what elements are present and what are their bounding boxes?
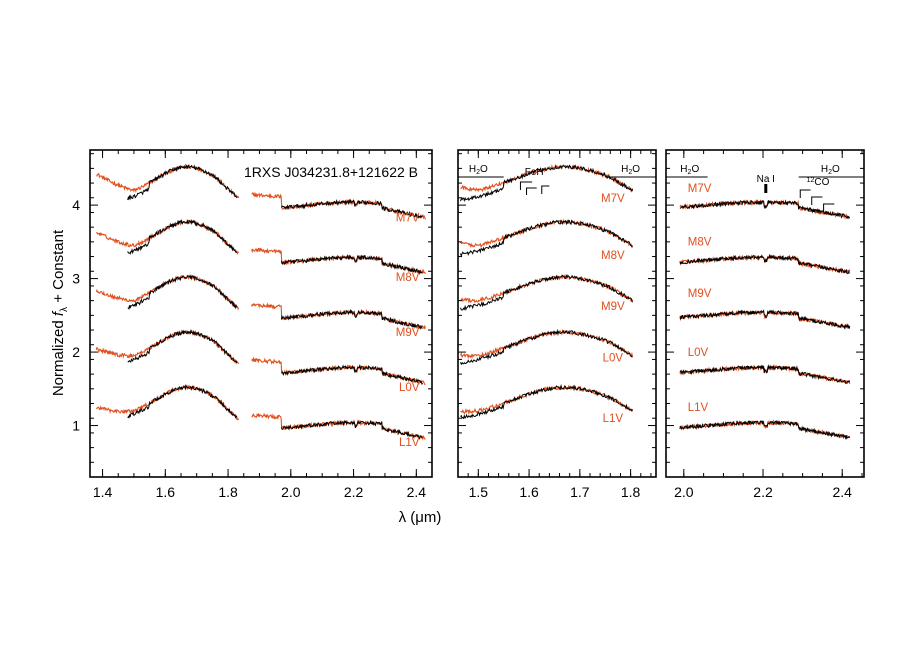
series-label-M8V: M8V <box>396 272 420 284</box>
x-tick-label: 2.2 <box>344 484 364 500</box>
panel-J-H: M7V M8V M9V L0V L1V 1.5 1.6 1.7 1.8 H2O H2O FeH <box>457 149 657 500</box>
y-tick-label: 2 <box>72 344 80 360</box>
spectra-group <box>460 164 634 420</box>
target-spectrum-L0V <box>460 328 633 366</box>
spectra-group <box>679 198 851 440</box>
target-spectrum-L0V <box>127 328 424 386</box>
template-spectrum-L1V <box>679 419 850 439</box>
series-label-L0V: L0V <box>399 382 420 394</box>
feh-bracket <box>519 181 533 190</box>
co-bracket <box>823 203 835 212</box>
water-left-label: H2O <box>680 164 699 176</box>
target-spectrum-L1V <box>460 383 634 420</box>
template-spectrum-M8V <box>679 253 851 275</box>
panel-title: 1RXS J034231.8+121622 B <box>244 164 418 180</box>
series-label-M9V: M9V <box>396 327 420 339</box>
series-label-L1V: L1V <box>399 437 420 449</box>
target-spectrum-L1V <box>127 384 423 440</box>
x-tick-label: 2.2 <box>753 484 773 500</box>
x-tick-label: 1.8 <box>621 484 641 500</box>
target-spectrum-M8V <box>679 253 850 274</box>
template-spectrum-L1V <box>95 384 426 441</box>
x-tick-label: 1.5 <box>469 484 489 500</box>
target-spectrum-M7V <box>679 199 851 220</box>
x-tick-label: 2.4 <box>832 484 852 500</box>
y-tick-label: 1 <box>72 418 80 434</box>
plot-frame <box>89 149 433 478</box>
series-label-M8V: M8V <box>688 237 712 249</box>
series-label-M8V: M8V <box>601 250 625 262</box>
series-label-M9V: M9V <box>688 288 712 300</box>
template-spectrum-M9V <box>679 309 850 330</box>
water-left-label: H2O <box>469 164 488 176</box>
feh-bracket <box>526 187 537 195</box>
co-label: 12CO <box>807 177 830 188</box>
template-spectrum-M7V <box>679 198 851 220</box>
water-right-label: H2O <box>821 164 840 176</box>
series-label-M7V: M7V <box>688 183 712 195</box>
feh-bracket <box>541 185 550 194</box>
target-spectrum-M8V <box>460 219 633 258</box>
template-spectrum-L0V <box>460 328 634 360</box>
series-label-M9V: M9V <box>601 301 625 313</box>
x-tick-label: 2.0 <box>281 484 301 500</box>
plot-frame <box>457 149 657 478</box>
template-spectrum-M9V <box>95 274 426 330</box>
nai-marker <box>764 184 768 193</box>
x-tick-label: 1.7 <box>570 484 590 500</box>
target-spectrum-M9V <box>679 309 851 330</box>
target-spectrum-M8V <box>127 218 423 275</box>
panel-full: M7V M8V M9V L0V L1V 1.4 1.6 1.8 2.0 2.2 2.4 1 2 3 4 1RX… <box>50 149 442 526</box>
x-tick-label: 1.6 <box>156 484 176 500</box>
y-axis-title: Normalized fλ + Constant <box>50 229 70 396</box>
target-spectrum-M9V <box>127 274 423 330</box>
nai-label: Na I <box>757 174 775 185</box>
water-right-label: H2O <box>621 164 640 176</box>
series-label-M7V: M7V <box>396 212 420 224</box>
target-spectrum-M7V <box>127 164 423 219</box>
series-label-L1V: L1V <box>603 413 624 425</box>
template-spectrum-M8V <box>96 219 426 275</box>
panel-K: M7V M8V M9V L0V L1V 2.0 2.2 2.4 H2O H2O Na I 12CO <box>665 149 865 500</box>
x-tick-label: 2.4 <box>407 484 427 500</box>
series-label-L1V: L1V <box>688 402 709 414</box>
template-spectrum-L0V <box>95 329 426 386</box>
y-tick-label: 4 <box>72 197 80 213</box>
target-spectrum-L0V <box>679 364 851 384</box>
x-tick-label: 1.6 <box>519 484 539 500</box>
feh-label: FeH <box>525 167 544 178</box>
x-tick-label: 2.0 <box>674 484 694 500</box>
co-bracket <box>799 189 811 198</box>
co-bracket <box>811 196 823 205</box>
y-tick-label: 3 <box>72 271 80 287</box>
spectra-group <box>95 163 426 441</box>
series-label-L0V: L0V <box>688 347 709 359</box>
plot-frame <box>665 149 865 478</box>
x-tick-label: 1.8 <box>218 484 238 500</box>
target-spectrum-L1V <box>679 420 851 440</box>
series-label-M7V: M7V <box>601 193 625 205</box>
target-spectrum-M7V <box>460 164 634 203</box>
series-label-L0V: L0V <box>603 353 624 365</box>
x-axis-title: λ (μm) <box>399 509 442 526</box>
target-spectrum-M9V <box>460 274 634 311</box>
x-tick-label: 1.4 <box>93 484 113 500</box>
